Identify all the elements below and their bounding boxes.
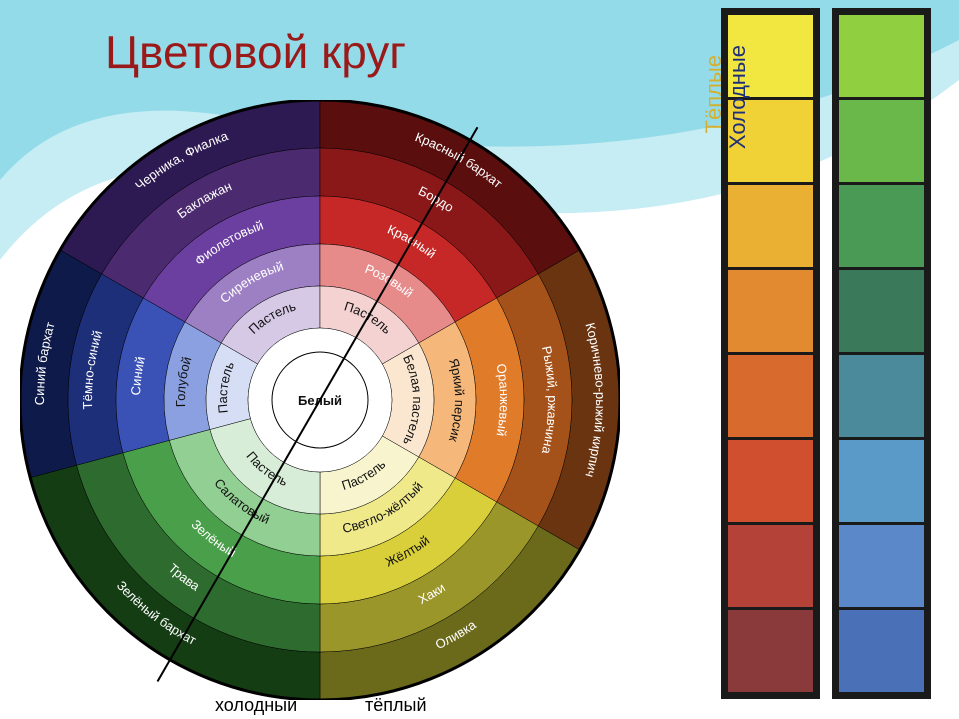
cold-swatch [839,100,924,182]
cold-swatch [839,15,924,97]
color-wheel: Черника, ФиалкаБаклажанФиолетовыйСиренев… [20,100,620,700]
color-strips [721,8,931,699]
axis-warm-label: тёплый [365,695,427,716]
warm-swatch [728,355,813,437]
cold-swatch [839,525,924,607]
cold-swatch [839,270,924,352]
cold-swatch [839,610,924,692]
cold-swatch [839,355,924,437]
cold-strip [832,8,931,699]
warm-swatch [728,440,813,522]
warm-swatch [728,270,813,352]
warm-strip-label: Тёплые [701,55,727,133]
warm-swatch [728,525,813,607]
cold-swatch [839,440,924,522]
cold-strip-label: Холодные [725,45,751,149]
warm-swatch [728,185,813,267]
cold-swatch [839,185,924,267]
axis-cold-label: холодный [215,695,297,716]
warm-swatch [728,610,813,692]
page-title: Цветовой круг [105,25,406,79]
